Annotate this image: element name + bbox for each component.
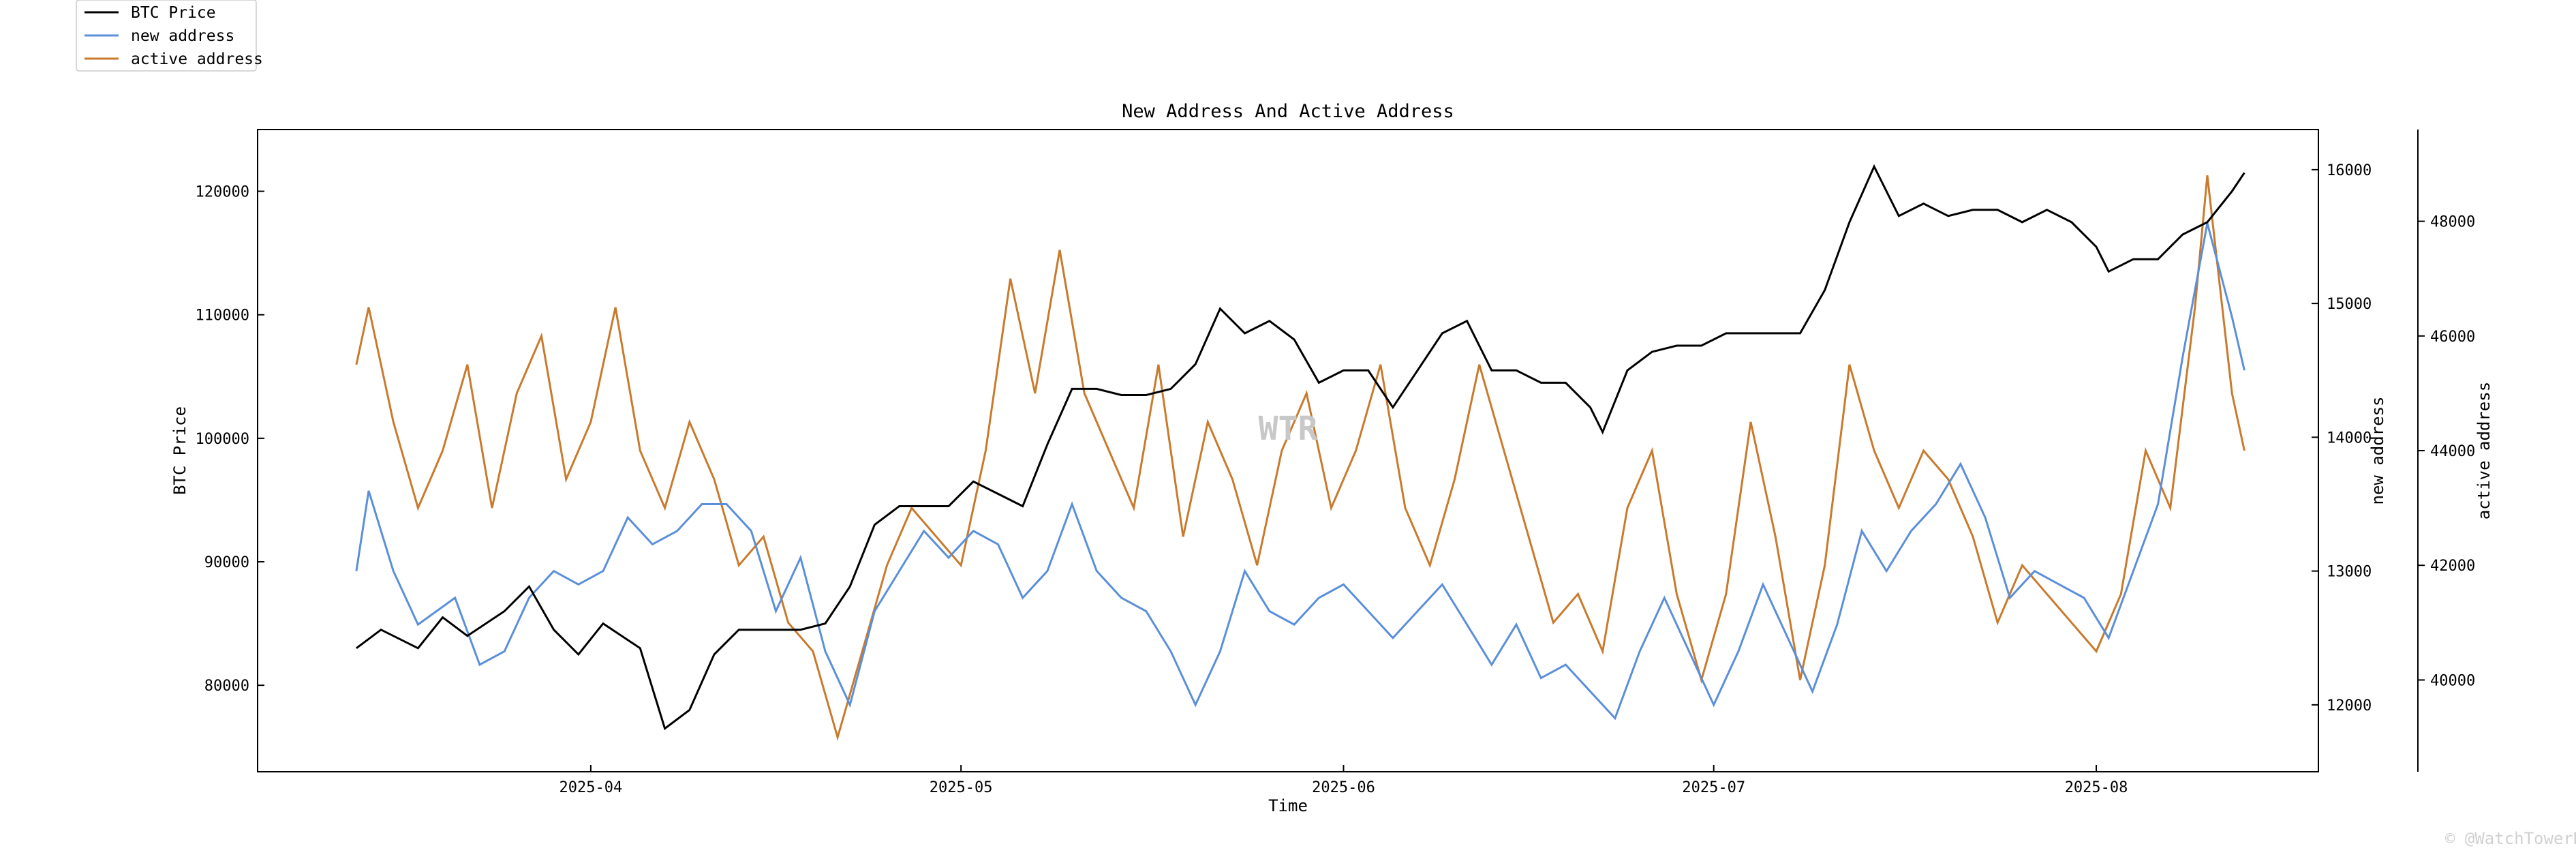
active-address-axis-label: active address — [2474, 382, 2494, 519]
watermark: WTR — [1259, 410, 1318, 448]
active-address-tick-label: 48000 — [2430, 214, 2475, 231]
active-address-tick-label: 42000 — [2430, 558, 2475, 575]
legend-box — [76, 0, 257, 72]
new-address-line — [355, 223, 2245, 721]
btc-price-line — [356, 164, 2245, 731]
legend: BTC Price new address active address — [76, 0, 263, 72]
new-address-tick-label: 13000 — [2327, 564, 2372, 581]
btc-price-tick-label: 110000 — [196, 307, 249, 325]
btc-price-tick-label: 80000 — [204, 678, 249, 695]
active-address-tick-label: 40000 — [2430, 672, 2475, 689]
new-address-tick-label: 15000 — [2327, 296, 2372, 313]
x-tick-label: 2025-04 — [559, 779, 623, 796]
new-address-axis: 12000 13000 14000 15000 16000 — [2312, 162, 2372, 714]
x-axis: 2025-04 2025-05 2025-06 2025-07 2025-08 — [559, 765, 2128, 796]
series-layer — [355, 164, 2245, 741]
btc-price-tick-label: 100000 — [196, 431, 249, 448]
new-address-axis-label: new address — [2368, 397, 2387, 505]
legend-label-active-address: active address — [131, 50, 263, 68]
x-tick-label: 2025-08 — [2065, 779, 2128, 796]
x-axis-label: Time — [1268, 796, 1308, 815]
chart-title: New Address And Active Address — [1122, 101, 1454, 122]
legend-label-new-address: new address — [131, 27, 234, 45]
credit-watermark: © @WatchTowerR — [2445, 829, 2576, 848]
active-address-axis: 40000 42000 44000 46000 48000 — [2418, 214, 2475, 689]
x-tick-label: 2025-07 — [1682, 779, 1745, 796]
active-address-tick-label: 46000 — [2430, 329, 2475, 346]
new-address-tick-label: 16000 — [2327, 162, 2372, 179]
btc-price-tick-label: 120000 — [196, 184, 249, 201]
legend-label-btc-price: BTC Price — [131, 4, 216, 22]
btc-price-axis-label: BTC Price — [170, 406, 189, 495]
plot-frame — [257, 129, 2319, 772]
new-address-tick-label: 12000 — [2327, 697, 2372, 714]
x-tick-label: 2025-06 — [1312, 779, 1375, 796]
btc-price-axis: 80000 90000 100000 110000 120000 — [196, 184, 264, 695]
new-address-tick-label: 14000 — [2327, 430, 2372, 447]
x-tick-label: 2025-05 — [930, 779, 993, 796]
active-address-line — [355, 175, 2245, 741]
active-address-tick-label: 44000 — [2430, 443, 2475, 460]
btc-price-tick-label: 90000 — [204, 554, 249, 571]
